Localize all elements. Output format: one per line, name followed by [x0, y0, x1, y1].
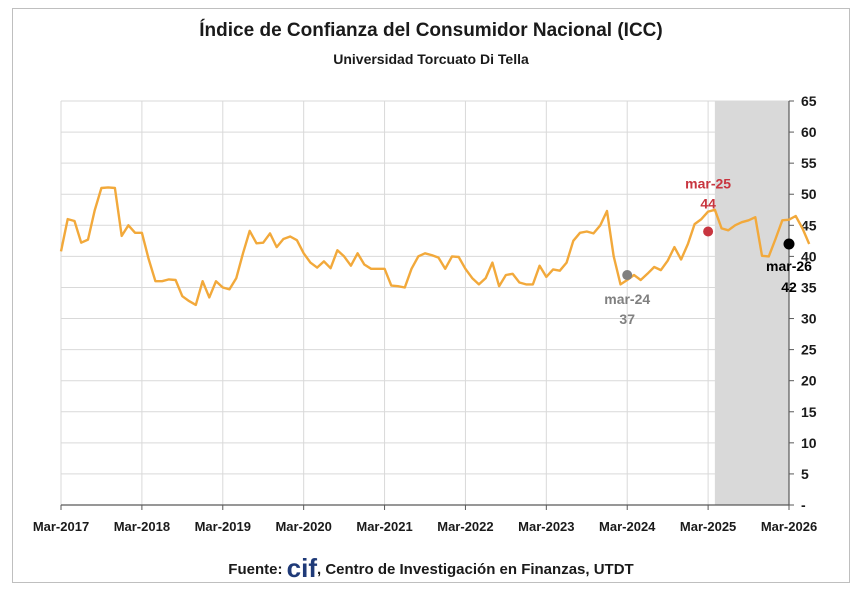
- point-mar-25: [703, 226, 714, 237]
- y-tick-label: 55: [801, 155, 817, 171]
- y-tick-label: -: [801, 497, 806, 513]
- label-mar-25: mar-25: [685, 176, 731, 192]
- y-tick-label: 15: [801, 404, 817, 420]
- cif-logo: cif: [286, 553, 317, 583]
- y-tick-label: 30: [801, 311, 817, 327]
- x-tick-label: Mar-2026: [761, 519, 817, 534]
- source-line: Fuente: cif, Centro de Investigación en …: [0, 553, 862, 584]
- series-line: [59, 186, 811, 307]
- y-tick-label: 20: [801, 373, 817, 389]
- x-tick-label: Mar-2020: [275, 519, 331, 534]
- y-tick-label: 45: [801, 217, 817, 233]
- shaded-period: [714, 101, 789, 505]
- x-tick-label: Mar-2025: [680, 519, 736, 534]
- y-tick-label: 10: [801, 435, 817, 451]
- chart-frame: [12, 8, 850, 583]
- y-tick-label: 40: [801, 248, 817, 264]
- point-mar-26: [783, 238, 795, 250]
- x-tick-label: Mar-2019: [195, 519, 251, 534]
- chart-subtitle: Universidad Torcuato Di Tella: [333, 51, 529, 67]
- y-tick-label: 50: [801, 186, 817, 202]
- value-mar-24: 37: [619, 311, 635, 327]
- label-mar-24: mar-24: [604, 291, 650, 307]
- x-tick-label: Mar-2017: [33, 519, 89, 534]
- value-mar-25: 44: [700, 196, 716, 212]
- x-tick-label: Mar-2022: [437, 519, 493, 534]
- y-tick-label: 35: [801, 279, 817, 295]
- y-tick-label: 65: [801, 93, 817, 109]
- y-tick-label: 5: [801, 466, 809, 482]
- x-tick-label: Mar-2023: [518, 519, 574, 534]
- chart-title: Índice de Confianza del Consumidor Nacio…: [199, 20, 663, 41]
- x-tick-label: Mar-2021: [356, 519, 412, 534]
- y-tick-label: 25: [801, 342, 817, 358]
- point-mar-24: [622, 270, 633, 281]
- x-tick-label: Mar-2018: [114, 519, 170, 534]
- x-tick-label: Mar-2024: [599, 519, 656, 534]
- source-prefix: Fuente:: [228, 561, 287, 578]
- value-mar-26: 42: [781, 279, 797, 295]
- label-mar-26: mar-26: [766, 258, 812, 274]
- y-tick-label: 60: [801, 124, 817, 140]
- source-text: , Centro de Investigación en Finanzas, U…: [316, 561, 634, 578]
